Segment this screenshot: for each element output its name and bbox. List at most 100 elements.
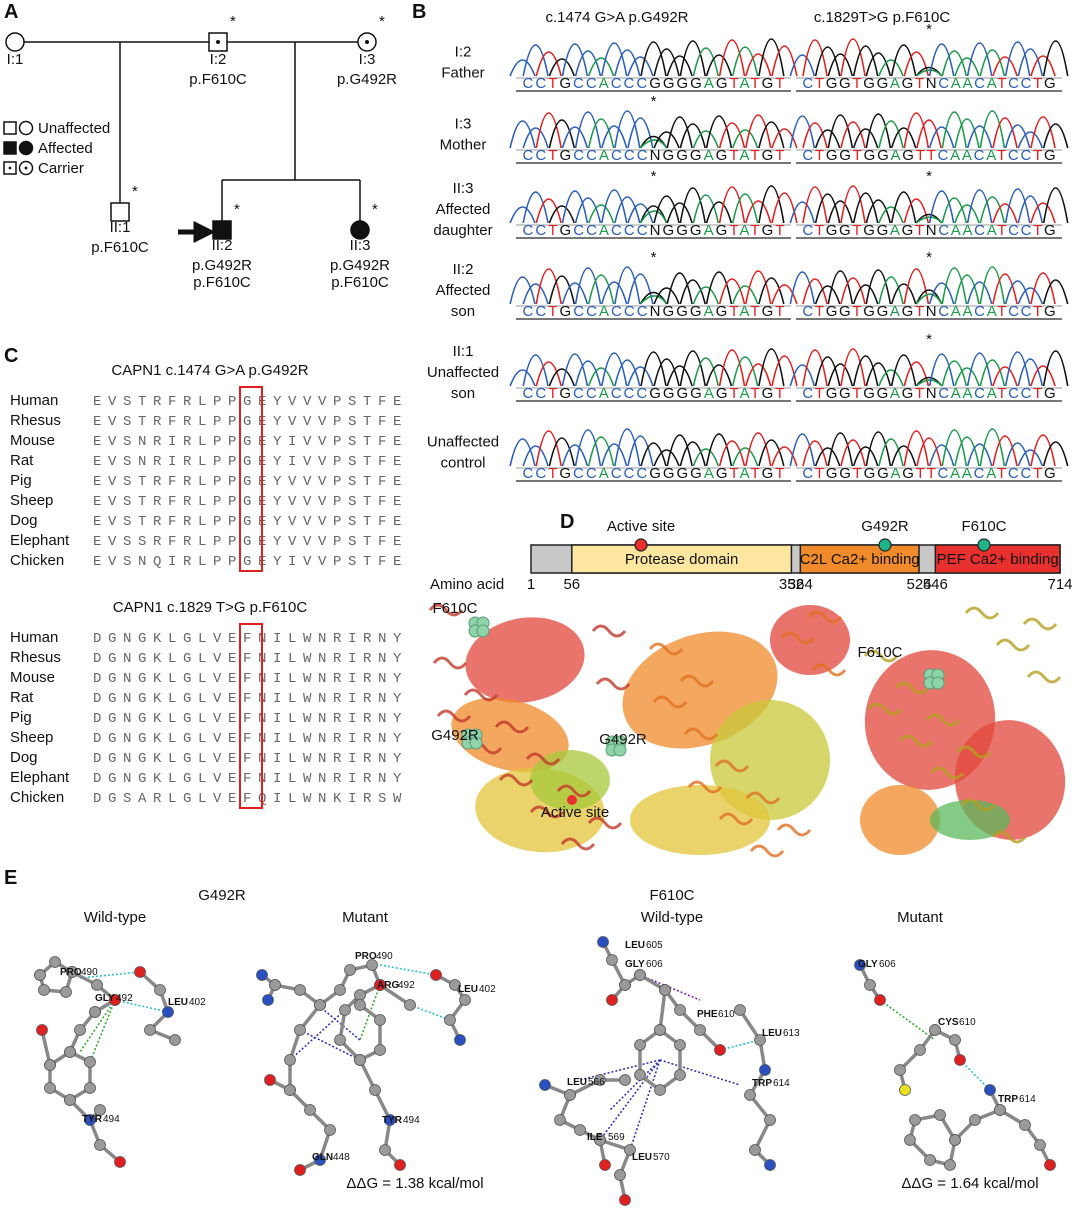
trace-peak — [731, 46, 759, 77]
structure-helix — [587, 816, 623, 830]
panel-title: Wild-type — [641, 909, 704, 926]
trace-peak — [954, 118, 980, 149]
sample-label: Affected — [436, 282, 491, 299]
atom — [764, 1114, 776, 1126]
domain — [799, 544, 920, 574]
atom — [449, 979, 461, 991]
trace-peak — [941, 429, 968, 467]
atom — [64, 1094, 76, 1106]
trace-peak — [802, 186, 828, 224]
interaction — [79, 999, 116, 1053]
trace-peak — [992, 56, 1018, 77]
sample-label: Unaffected — [427, 364, 499, 381]
trace-peak — [827, 432, 854, 467]
trace-peak — [574, 111, 602, 149]
structure-helix — [894, 681, 930, 695]
structure-helix — [679, 674, 715, 688]
trace-peak — [852, 284, 879, 305]
residue-number: 606 — [879, 959, 896, 970]
asterisk: * — [234, 201, 240, 218]
trace-peak — [1017, 48, 1044, 77]
bond — [379, 983, 411, 1007]
position-label: 524 — [907, 576, 932, 593]
atom — [284, 1084, 296, 1096]
trace-peak — [928, 444, 955, 467]
conserved-box — [239, 386, 263, 572]
trace-peak — [692, 130, 720, 149]
bond — [40, 1029, 52, 1066]
trace-peak — [679, 123, 707, 149]
residue-name: ILE — [587, 1132, 603, 1143]
trace-peak — [827, 53, 854, 77]
structure-helix — [525, 752, 561, 766]
trace-peak — [878, 206, 904, 224]
structure-helix — [995, 638, 1031, 652]
trace-peak — [561, 444, 589, 467]
domain-name: C2L Ca2+ binding — [800, 551, 920, 568]
variant-asterisk: * — [926, 331, 932, 348]
trace-peak — [758, 277, 785, 305]
sequence: EVSNRIRLPPGEYIVVPSTFE — [93, 454, 408, 470]
trace-peak — [992, 203, 1018, 224]
trace-peak — [878, 59, 904, 77]
atom — [314, 1154, 326, 1166]
legend-symbol-dot — [24, 166, 28, 170]
structure-ribbon — [451, 697, 569, 773]
alignment-title: CAPN1 c.1474 G>A p.G492R — [111, 362, 308, 379]
trace-peak — [587, 436, 615, 467]
interaction — [579, 1059, 661, 1081]
trace-peak — [928, 190, 955, 224]
trace-peak — [561, 353, 589, 387]
species-name: Dog — [10, 512, 38, 529]
structure-helix — [749, 844, 785, 858]
trace-peak — [509, 438, 536, 467]
structure-helix — [498, 773, 534, 787]
structure-helix — [780, 631, 816, 645]
trace-peak — [1042, 350, 1069, 387]
atom — [749, 1144, 761, 1156]
atom — [934, 1109, 946, 1121]
atom — [60, 986, 72, 998]
structure-helix — [776, 823, 812, 837]
legend-symbol — [18, 140, 34, 156]
legend-symbol — [3, 141, 17, 155]
trace-peak — [802, 122, 828, 149]
atom — [354, 989, 366, 1001]
domain-name: PEF Ca2+ binding — [937, 551, 1059, 568]
trace-peak — [587, 204, 615, 224]
residue-name: TRP — [752, 1078, 772, 1089]
structure-helix — [807, 610, 843, 624]
panel-title: Mutant — [897, 909, 944, 926]
structure-ribbon — [710, 700, 830, 820]
interaction — [719, 1039, 761, 1051]
trace-peak — [614, 110, 641, 149]
sample-label: daughter — [433, 222, 492, 239]
trace-peak — [640, 351, 667, 387]
atom — [284, 1054, 296, 1066]
atom — [1044, 1159, 1056, 1171]
species-name: Rat — [10, 689, 34, 706]
asterisk: * — [379, 13, 385, 30]
atom — [339, 1004, 351, 1016]
trace-peak — [731, 356, 759, 387]
trace-peak — [865, 52, 892, 77]
pedigree-symbol-dot — [365, 40, 369, 44]
group-title: G492R — [198, 887, 246, 904]
trace-peak — [1004, 188, 1031, 224]
atom — [619, 1074, 631, 1086]
atom — [269, 979, 281, 991]
site-marker — [634, 538, 648, 552]
position-label: 56 — [563, 576, 580, 593]
trace-peak — [653, 195, 680, 224]
atom — [169, 1034, 181, 1046]
residue-name: LEU — [168, 997, 188, 1008]
trace-peak — [789, 433, 816, 467]
trace-peak — [966, 443, 993, 467]
variant-asterisk: * — [651, 249, 657, 266]
residue-number: 490 — [376, 951, 393, 962]
